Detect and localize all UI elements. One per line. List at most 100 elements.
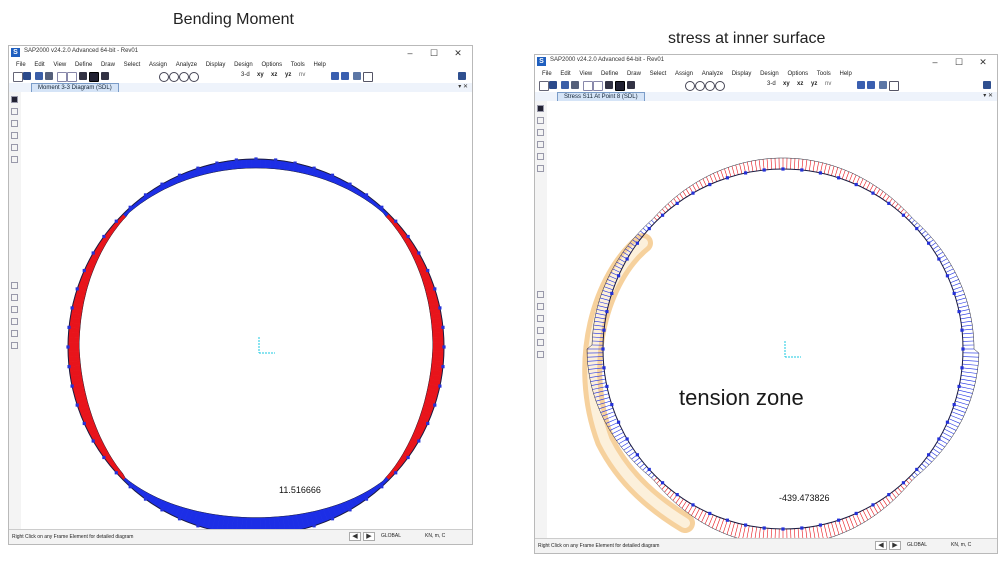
snap-line-icon[interactable]: [11, 342, 18, 349]
menu-select[interactable]: Select: [123, 62, 141, 68]
download-icon[interactable]: [983, 81, 991, 89]
undo-icon[interactable]: [583, 81, 593, 91]
grid-icon[interactable]: [363, 72, 373, 82]
maximize-button[interactable]: ☐: [954, 57, 964, 67]
snap-end-icon[interactable]: [11, 306, 18, 313]
move-up-icon[interactable]: [857, 81, 865, 89]
zoom-in-icon[interactable]: [685, 81, 695, 91]
select-all-icon[interactable]: [11, 282, 18, 289]
snap-joint-icon[interactable]: [537, 303, 544, 310]
zoom-out-icon[interactable]: [695, 81, 705, 91]
new-model-icon[interactable]: [13, 72, 23, 82]
grid-icon[interactable]: [889, 81, 899, 91]
menu-define[interactable]: Define: [74, 62, 93, 68]
download-icon[interactable]: [458, 72, 466, 80]
tab-close-icon[interactable]: ▾ ✕: [458, 84, 468, 90]
view-yz-button[interactable]: yz: [811, 81, 818, 87]
open-icon[interactable]: [549, 81, 557, 89]
snap-end-icon[interactable]: [537, 315, 544, 322]
tab-moment-diagram[interactable]: Moment 3-3 Diagram (SDL): [31, 83, 119, 93]
display-options-icon[interactable]: [353, 72, 361, 80]
draw-joint-icon[interactable]: [11, 120, 18, 127]
coordinate-system-select[interactable]: GLOBAL: [381, 533, 402, 539]
menu-draw[interactable]: Draw: [100, 62, 115, 68]
redo-icon[interactable]: [67, 72, 77, 82]
model-view-canvas[interactable]: 11.516666: [21, 92, 472, 537]
reshape-tool-icon[interactable]: [11, 108, 18, 115]
menu-draw[interactable]: Draw: [626, 71, 641, 77]
snap-intersection-icon[interactable]: [11, 318, 18, 325]
view-xy-button[interactable]: xy: [257, 72, 264, 78]
draw-solid-icon[interactable]: [11, 156, 18, 163]
select-all-icon[interactable]: [537, 291, 544, 298]
units-select[interactable]: KN, m, C: [951, 542, 972, 548]
menu-options[interactable]: Options: [787, 71, 809, 77]
lock-icon[interactable]: [89, 72, 99, 82]
snap-intersection-icon[interactable]: [537, 327, 544, 334]
snap-perpendicular-icon[interactable]: [11, 330, 18, 337]
menu-select[interactable]: Select: [649, 71, 667, 77]
menu-view[interactable]: View: [53, 62, 67, 68]
pan-icon[interactable]: [715, 81, 725, 91]
view-xz-button[interactable]: xz: [797, 81, 804, 87]
menu-tools[interactable]: Tools: [290, 62, 305, 68]
menu-tools[interactable]: Tools: [816, 71, 831, 77]
view-xz-button[interactable]: xz: [271, 72, 278, 78]
lock-icon[interactable]: [615, 81, 625, 91]
menu-design[interactable]: Design: [760, 71, 779, 77]
close-button[interactable]: ✕: [979, 57, 987, 67]
draw-area-icon[interactable]: [537, 153, 544, 160]
pointer-tool-icon[interactable]: [537, 105, 544, 112]
menu-assign[interactable]: Assign: [149, 62, 168, 68]
draw-area-icon[interactable]: [11, 144, 18, 151]
view-nv-button[interactable]: nv: [825, 81, 832, 87]
view-3d-button[interactable]: 3-d: [241, 72, 250, 78]
units-select[interactable]: KN, m, C: [425, 533, 446, 539]
view-xy-button[interactable]: xy: [783, 81, 790, 87]
coordinate-system-select[interactable]: GLOBAL: [907, 542, 928, 548]
menu-options[interactable]: Options: [261, 62, 283, 68]
menu-file[interactable]: File: [16, 62, 26, 68]
close-button[interactable]: ✕: [454, 48, 462, 58]
snap-perpendicular-icon[interactable]: [537, 339, 544, 346]
next-button[interactable]: ▶: [889, 541, 901, 550]
open-icon[interactable]: [23, 72, 31, 80]
draw-joint-icon[interactable]: [537, 129, 544, 136]
edit-pencil-icon[interactable]: [79, 72, 87, 80]
draw-frame-icon[interactable]: [11, 132, 18, 139]
zoom-in-icon[interactable]: [159, 72, 169, 82]
print-icon[interactable]: [45, 72, 53, 80]
view-3d-button[interactable]: 3-d: [767, 81, 776, 87]
redo-icon[interactable]: [593, 81, 603, 91]
save-icon[interactable]: [35, 72, 43, 80]
menu-define[interactable]: Define: [600, 71, 619, 77]
move-down-icon[interactable]: [341, 72, 349, 80]
draw-frame-icon[interactable]: [537, 141, 544, 148]
zoom-out-icon[interactable]: [169, 72, 179, 82]
print-icon[interactable]: [571, 81, 579, 89]
save-icon[interactable]: [561, 81, 569, 89]
view-nv-button[interactable]: nv: [299, 72, 306, 78]
new-model-icon[interactable]: [539, 81, 549, 91]
pan-icon[interactable]: [189, 72, 199, 82]
run-analysis-icon[interactable]: [101, 72, 109, 80]
tab-close-icon[interactable]: ▾ ✕: [983, 93, 993, 99]
snap-line-icon[interactable]: [537, 351, 544, 358]
view-yz-button[interactable]: yz: [285, 72, 292, 78]
menu-design[interactable]: Design: [234, 62, 253, 68]
minimize-button[interactable]: –: [407, 48, 413, 58]
move-down-icon[interactable]: [867, 81, 875, 89]
reshape-tool-icon[interactable]: [537, 117, 544, 124]
pointer-tool-icon[interactable]: [11, 96, 18, 103]
menu-display[interactable]: Display: [731, 71, 752, 77]
zoom-window-icon[interactable]: [179, 72, 189, 82]
menu-display[interactable]: Display: [205, 62, 226, 68]
menu-analyze[interactable]: Analyze: [701, 71, 724, 77]
menu-help[interactable]: Help: [313, 62, 326, 68]
undo-icon[interactable]: [57, 72, 67, 82]
menu-help[interactable]: Help: [839, 71, 852, 77]
minimize-button[interactable]: –: [932, 57, 938, 67]
menu-edit[interactable]: Edit: [34, 62, 45, 68]
menu-edit[interactable]: Edit: [560, 71, 571, 77]
menu-assign[interactable]: Assign: [675, 71, 694, 77]
